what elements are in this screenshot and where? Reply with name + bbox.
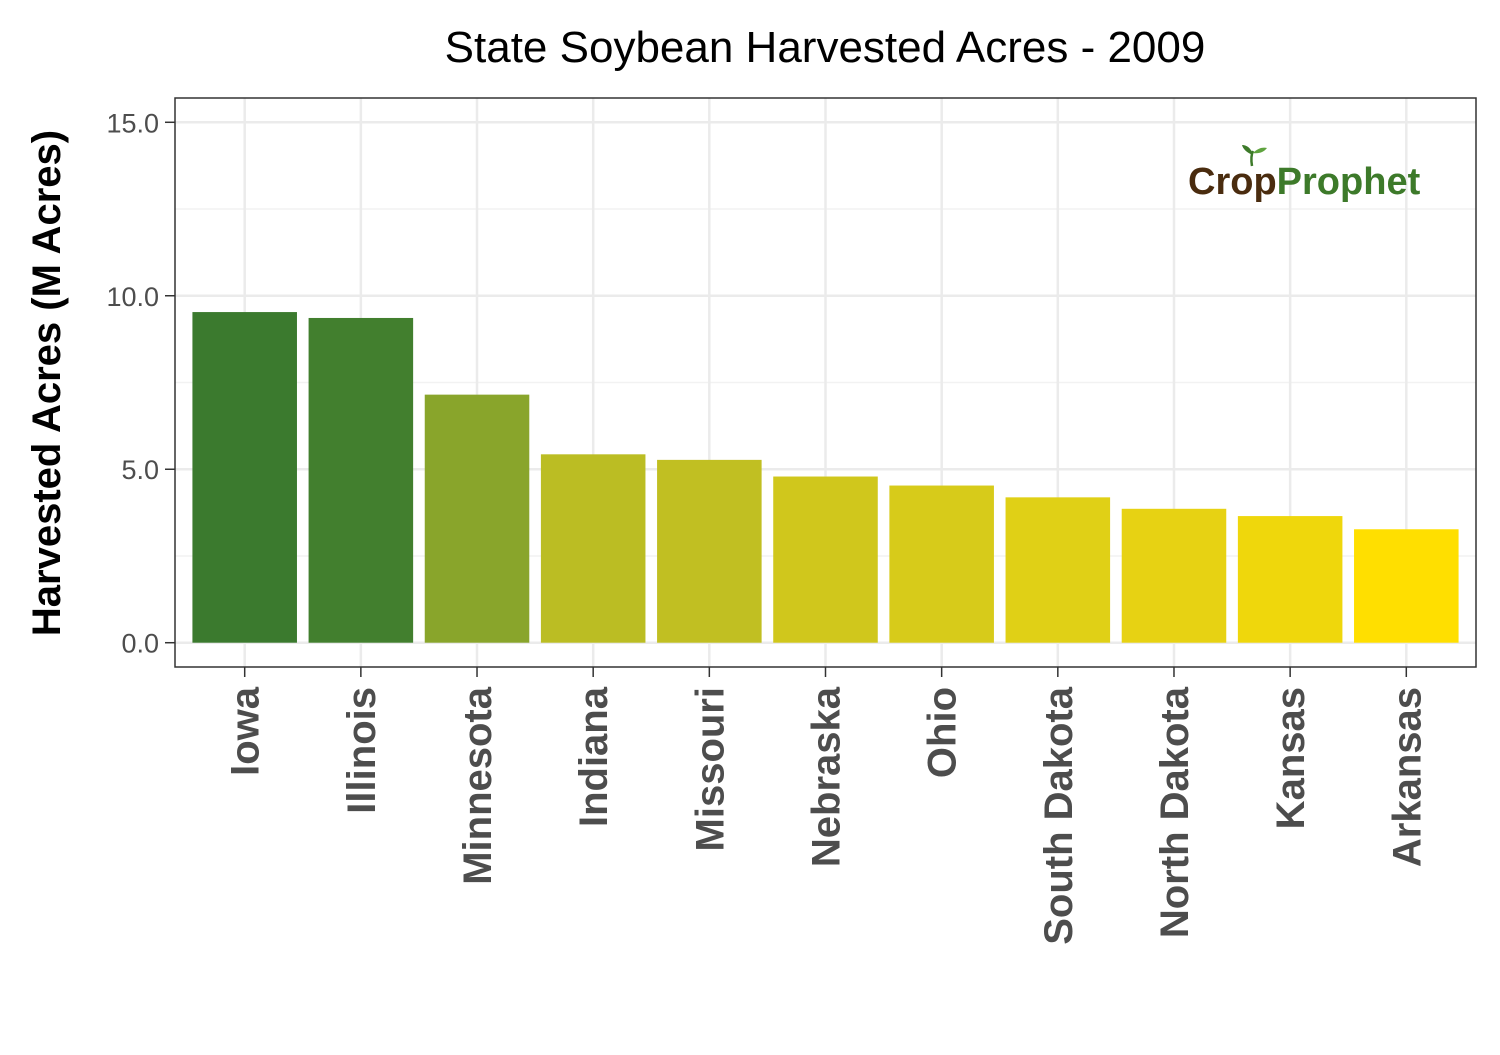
bar-kansas	[1237, 516, 1343, 643]
logo-text-crop: Cr	[1188, 161, 1230, 203]
x-tick-label: Ohio	[921, 687, 965, 778]
x-tick-label: Minnesota	[456, 686, 500, 885]
y-axis: 0.0 5.0 10.0 15.0	[106, 108, 175, 659]
x-tick-label: Arkansas	[1385, 687, 1429, 867]
bar-ohio	[889, 485, 994, 643]
x-tick-label: Iowa	[224, 686, 268, 776]
crop-prophet-logo: CropProphet	[1188, 145, 1421, 203]
logo-text-seed-o: o	[1230, 161, 1253, 203]
bar-iowa	[192, 312, 297, 643]
bar-south-dakota	[1005, 497, 1111, 643]
x-tick-label: Kansas	[1269, 687, 1313, 829]
x-tick-label: North Dakota	[1153, 686, 1197, 938]
bar-arkansas	[1354, 529, 1459, 643]
x-tick-label: Indiana	[572, 686, 616, 827]
bars	[192, 312, 1459, 643]
y-tick-label: 15.0	[106, 108, 159, 138]
y-tick-label: 0.0	[121, 629, 159, 659]
x-tick-label: Missouri	[688, 687, 732, 851]
x-tick-label: South Dakota	[1037, 686, 1081, 945]
y-tick-label: 5.0	[121, 455, 159, 485]
logo-text-prophet: Prophet	[1277, 161, 1421, 203]
logo-sprout-icon	[1242, 145, 1267, 167]
bar-missouri	[657, 459, 762, 643]
x-axis: Iowa Illinois Minnesota Indiana Missouri Nebr…	[224, 667, 1429, 945]
y-tick-label: 10.0	[106, 282, 159, 312]
bar-north-dakota	[1121, 508, 1227, 643]
x-tick-label: Nebraska	[805, 686, 849, 867]
svg-text:CropProphet: CropProphet	[1188, 161, 1421, 203]
chart-title: State Soybean Harvested Acres - 2009	[445, 23, 1206, 72]
bar-indiana	[540, 454, 646, 643]
y-axis-title: Harvested Acres (M Acres)	[25, 130, 69, 636]
bar-illinois	[308, 317, 414, 643]
bar-nebraska	[773, 476, 878, 643]
logo-text-p: p	[1253, 161, 1276, 203]
x-tick-label: Illinois	[340, 687, 384, 814]
bar-minnesota	[424, 394, 530, 643]
